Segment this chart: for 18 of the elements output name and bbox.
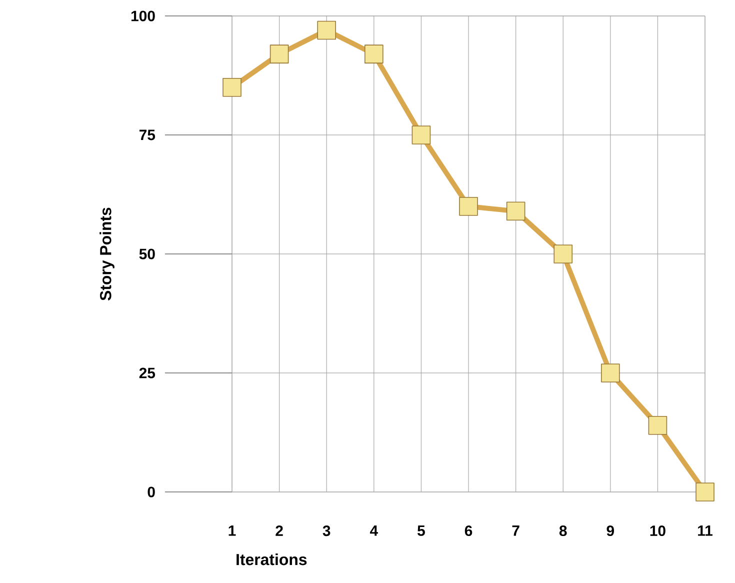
y-tick-label: 75 xyxy=(140,130,156,140)
x-tick-label: 1 xyxy=(228,525,236,536)
x-tick-label: 10 xyxy=(650,525,666,536)
x-axis-title: Iterations xyxy=(236,554,307,566)
x-tick-label: 11 xyxy=(698,525,712,536)
y-tick-label: 50 xyxy=(139,248,155,260)
x-tick-label: 5 xyxy=(418,525,425,536)
y-tick-label: 100 xyxy=(131,10,155,22)
x-tick-label: 7 xyxy=(512,525,520,536)
x-tick-label: 8 xyxy=(559,525,567,536)
x-tick-label: 6 xyxy=(464,525,472,536)
y-tick-label: 25 xyxy=(139,368,156,378)
y-axis-title: Story Points xyxy=(100,208,114,300)
x-tick-label: 9 xyxy=(606,525,614,536)
x-tick-label: 4 xyxy=(370,525,378,536)
y-tick-label: 0 xyxy=(148,486,155,498)
x-tick-label: 3 xyxy=(322,525,330,536)
x-tick-label: 2 xyxy=(276,525,283,536)
